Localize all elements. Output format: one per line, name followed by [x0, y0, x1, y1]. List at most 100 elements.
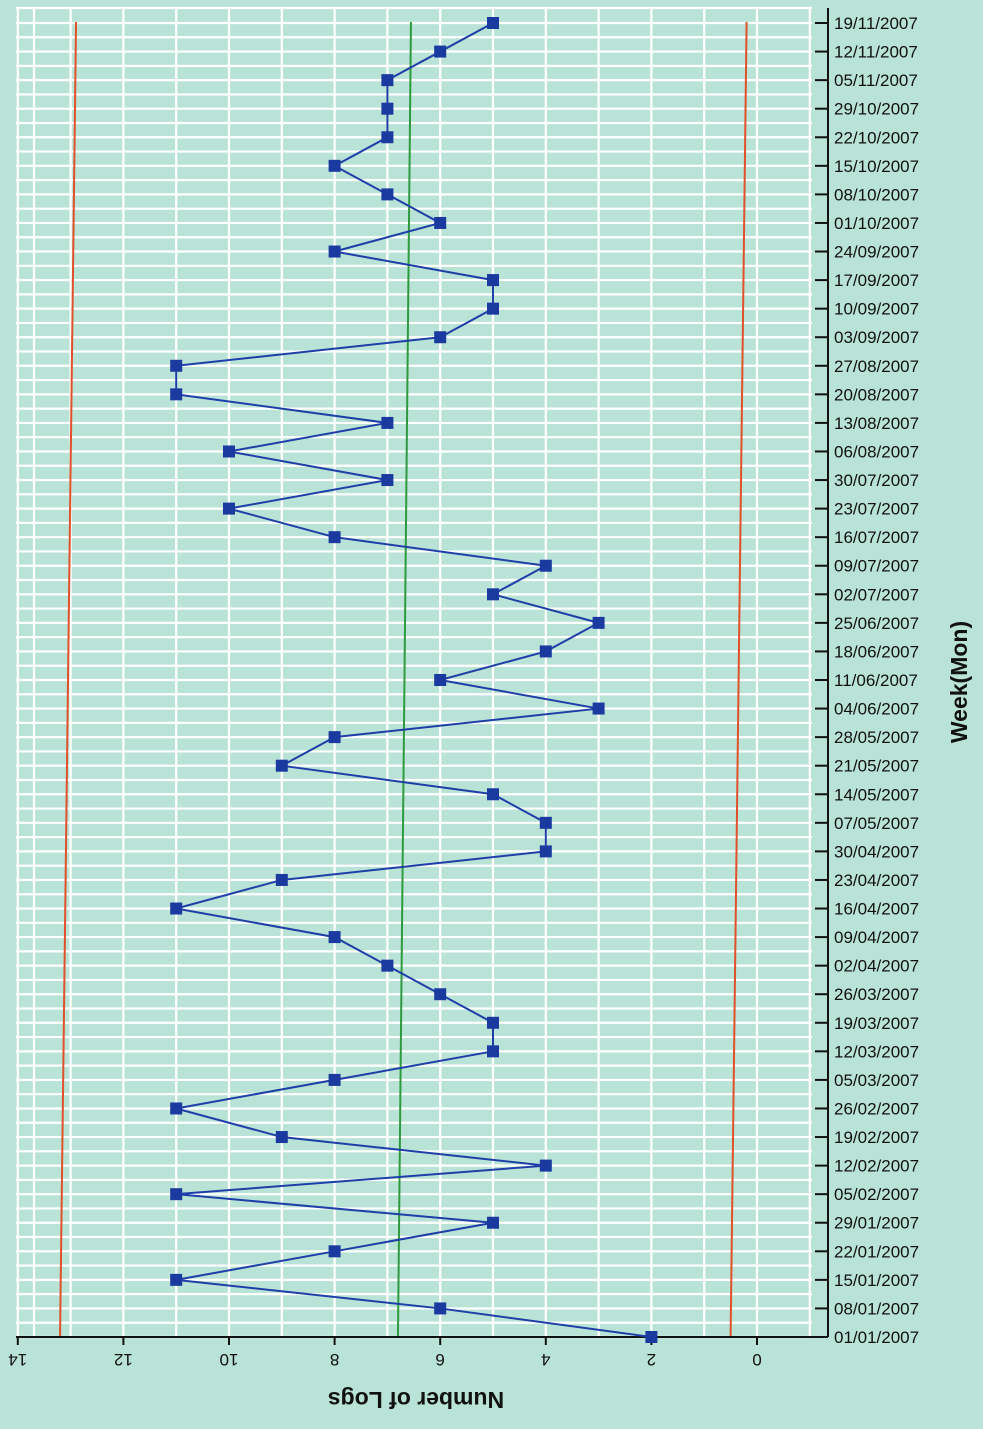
lower-limit-line [729, 21, 748, 1338]
data-point-marker [539, 645, 552, 658]
data-point-marker [381, 102, 394, 115]
y-tick-label: 27/08/2007 [834, 357, 919, 376]
center-line [396, 21, 412, 1338]
data-point-marker [434, 331, 447, 344]
y-tick-label: 20/08/2007 [834, 385, 919, 404]
data-point-marker [223, 502, 235, 515]
data-point-marker [434, 45, 447, 58]
y-tick-label: 05/11/2007 [834, 71, 918, 90]
y-tick-label: 23/07/2007 [834, 500, 919, 519]
data-point-marker [170, 1273, 183, 1286]
data-point-marker [487, 1045, 499, 1058]
y-tick-label: 25/06/2007 [834, 614, 919, 633]
data-point-marker [487, 302, 499, 315]
data-point-marker [539, 816, 552, 829]
data-point-marker [328, 731, 341, 744]
y-tick-label: 07/05/2007 [834, 814, 919, 833]
y-tick-label: 01/01/2007 [834, 1328, 919, 1347]
y-tick-label: 28/05/2007 [834, 728, 919, 747]
y-tick-label: 22/10/2007 [834, 128, 919, 147]
y-tick-label: 01/10/2007 [834, 214, 919, 233]
x-tick-label: 0 [752, 1350, 761, 1369]
y-tick-label: 26/03/2007 [834, 985, 919, 1004]
data-point-marker [381, 74, 394, 87]
data-point-marker [381, 474, 394, 487]
data-point-marker [328, 1245, 341, 1258]
data-point-marker [592, 616, 605, 629]
data-point-marker [539, 845, 552, 858]
y-tick-label: 03/09/2007 [834, 328, 919, 347]
data-point-marker [223, 445, 235, 458]
y-tick-label: 08/01/2007 [834, 1299, 919, 1318]
x-tick-label: 6 [435, 1350, 444, 1369]
data-point-marker [487, 788, 499, 801]
data-point-marker [434, 216, 447, 229]
y-tick-label: 22/01/2007 [834, 1242, 919, 1261]
x-tick-label: 4 [541, 1350, 550, 1369]
y-tick-label: 04/06/2007 [834, 700, 919, 719]
data-point-marker [539, 559, 552, 572]
data-point-marker [275, 1131, 288, 1144]
y-tick-label: 30/07/2007 [834, 471, 919, 490]
y-tick-label: 02/07/2007 [834, 585, 919, 604]
y-tick-label: 12/02/2007 [834, 1157, 919, 1176]
data-point-marker [275, 873, 288, 886]
data-point-marker [328, 931, 341, 944]
data-point-marker [170, 1188, 183, 1201]
y-tick-label: 17/09/2007 [834, 271, 919, 290]
y-axis-title: Week(Mon) [946, 621, 972, 743]
data-point-marker [487, 1216, 499, 1229]
data-point-marker [328, 531, 341, 544]
data-point-marker [328, 1073, 341, 1086]
y-tick-label: 12/11/2007 [834, 43, 918, 62]
y-tick-label: 24/09/2007 [834, 243, 919, 262]
y-tick-label: 08/10/2007 [834, 185, 919, 204]
y-tick-label: 13/08/2007 [834, 414, 919, 433]
y-tick-label: 30/04/2007 [834, 842, 919, 861]
data-point-marker [645, 1331, 658, 1343]
y-tick-label: 16/04/2007 [834, 900, 919, 919]
y-tick-label: 19/03/2007 [834, 1014, 919, 1033]
data-point-marker [275, 759, 288, 772]
x-tick-label: 2 [647, 1350, 656, 1369]
y-tick-label: 23/04/2007 [834, 871, 919, 890]
y-tick-label: 29/10/2007 [834, 100, 919, 119]
labels: 01/01/2007 08/01/2007 15/01/2007 22/01/2007… [8, 14, 919, 1369]
data-point-marker [170, 1102, 183, 1115]
data-point-marker [487, 1016, 499, 1029]
data-point-marker [539, 1159, 552, 1172]
y-tick-label: 29/01/2007 [834, 1214, 919, 1233]
y-tick-label: 11/06/2007 [834, 671, 918, 690]
data-point-marker [170, 359, 183, 372]
x-tick-label: 10 [220, 1350, 239, 1369]
x-tick-label: 8 [330, 1350, 339, 1369]
y-tick-label: 09/04/2007 [834, 928, 919, 947]
axes [16, 8, 829, 1345]
data-point-marker [328, 245, 341, 258]
data-point-marker [381, 416, 394, 429]
data-point-marker [434, 988, 447, 1001]
x-tick-label: 12 [114, 1350, 133, 1369]
data-point-marker [381, 131, 394, 144]
y-tick-label: 18/06/2007 [834, 642, 919, 661]
y-tick-label: 05/02/2007 [834, 1185, 919, 1204]
y-tick-label: 06/08/2007 [834, 442, 919, 461]
y-tick-label: 14/05/2007 [834, 785, 919, 804]
data-point-marker [328, 159, 341, 172]
reference-lines [59, 21, 748, 1338]
y-tick-label: 05/03/2007 [834, 1071, 919, 1090]
data-point-marker [487, 274, 499, 287]
y-tick-label: 19/11/2007 [834, 14, 918, 33]
grid [16, 6, 812, 1339]
y-tick-label: 12/03/2007 [834, 1042, 919, 1061]
data-point-marker [487, 17, 499, 29]
x-tick-label: 14 [8, 1350, 27, 1369]
y-tick-label: 21/05/2007 [834, 757, 919, 776]
y-tick-label: 10/09/2007 [834, 300, 919, 319]
y-tick-label: 19/02/2007 [834, 1128, 919, 1147]
y-tick-label: 16/07/2007 [834, 528, 919, 547]
x-axis-title: Number of Logs [328, 1387, 504, 1413]
y-tick-label: 15/01/2007 [834, 1271, 919, 1290]
